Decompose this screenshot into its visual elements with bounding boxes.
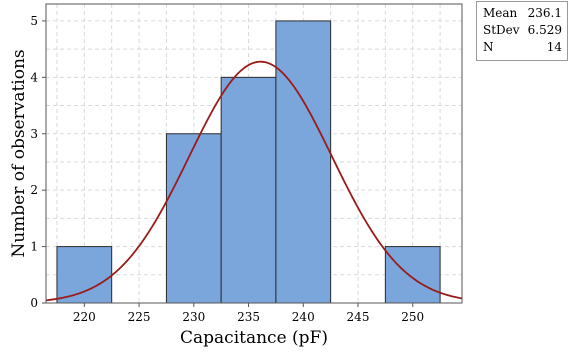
x-axis-label: Capacitance (pF)	[180, 328, 328, 348]
x-tick-label: 250	[401, 310, 424, 324]
stat-label: Mean	[483, 6, 518, 20]
x-tick-label: 245	[347, 310, 370, 324]
histogram-bar	[165, 133, 222, 304]
x-tick-label: 230	[182, 310, 205, 324]
x-tick-label: 225	[128, 310, 151, 324]
y-tick-label: 1	[30, 240, 38, 254]
y-tick-label: 3	[30, 127, 38, 141]
histogram-bar	[220, 76, 277, 304]
histogram-bar	[56, 246, 113, 304]
stat-value: 6.529	[527, 23, 562, 37]
x-axis-ticks: 220 225 230 235 240 245 250	[73, 303, 424, 324]
y-tick-label: 2	[30, 183, 38, 197]
normal-fit-curve	[45, 60, 463, 302]
stat-row-n: N 14	[483, 39, 562, 56]
x-tick-label: 220	[73, 310, 96, 324]
summary-stats-box: Mean 236.1 StDev 6.529 N 14	[476, 1, 568, 61]
plot-area-frame	[45, 3, 463, 304]
stat-label: StDev	[483, 23, 520, 37]
x-tick-label: 240	[292, 310, 315, 324]
y-axis-label: Number of observations	[9, 49, 29, 257]
x-tick-label: 235	[237, 310, 260, 324]
y-tick-label: 4	[30, 70, 38, 84]
y-axis-ticks: 0 1 2 3 4 5	[30, 14, 46, 310]
y-tick-label: 5	[30, 14, 38, 28]
y-tick-label: 0	[30, 296, 38, 310]
stat-value: 14	[546, 40, 562, 54]
histogram-bar	[275, 20, 332, 304]
histogram-bar	[384, 246, 441, 304]
histogram-bars	[56, 20, 441, 304]
stat-label: N	[483, 40, 494, 54]
stat-value: 236.1	[527, 6, 562, 20]
stat-row-mean: Mean 236.1	[483, 5, 562, 22]
stat-row-stdev: StDev 6.529	[483, 22, 562, 39]
